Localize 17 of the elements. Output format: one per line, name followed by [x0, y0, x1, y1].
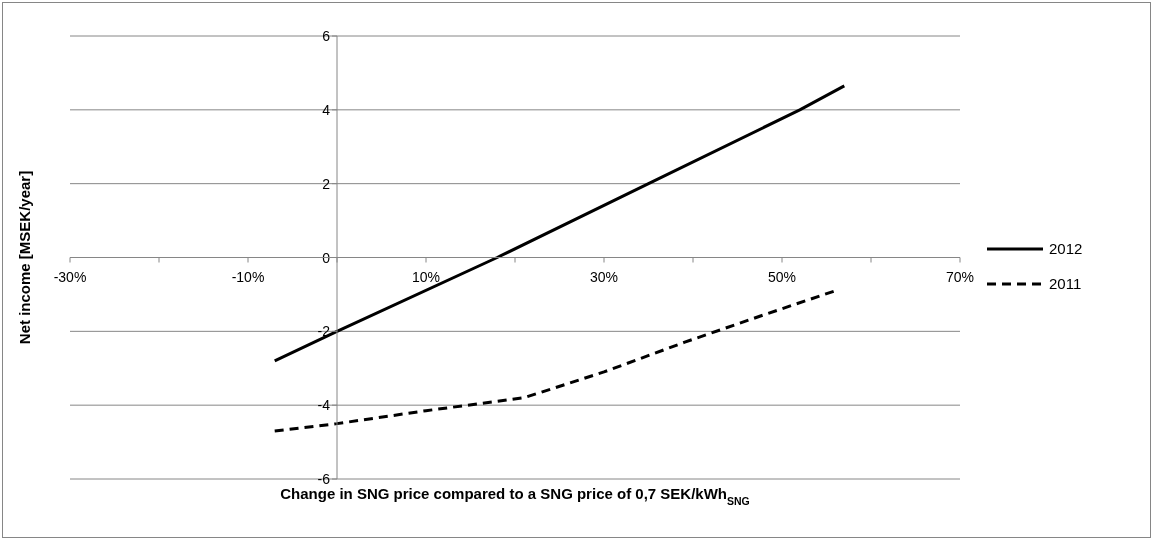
- y-tick-label: 6: [322, 28, 331, 44]
- x-tick-label: 10%: [411, 268, 441, 285]
- y-tick-label: 2: [322, 175, 331, 192]
- y-tick-label: -4: [317, 397, 331, 414]
- legend-label: 2012: [1049, 240, 1083, 257]
- x-tick-label: -30%: [53, 268, 87, 285]
- line-series: [273, 84, 846, 363]
- x-tick-label: 50%: [767, 268, 797, 285]
- y-tick-label: 4: [322, 101, 331, 118]
- x-tick-label: 70%: [945, 268, 975, 285]
- line-series: [273, 289, 837, 433]
- x-tick-label: 30%: [589, 268, 619, 285]
- x-tick-label: -10%: [231, 268, 265, 285]
- legend-label: 2011: [1049, 275, 1082, 292]
- y-axis-title: Net income [MSEK/year]: [16, 170, 33, 345]
- y-tick-label: -6: [317, 471, 331, 487]
- x-axis-title: Change in SNG price compared to a SNG price of 0,7 SEK/kWh$_{SNG}$: [280, 485, 750, 507]
